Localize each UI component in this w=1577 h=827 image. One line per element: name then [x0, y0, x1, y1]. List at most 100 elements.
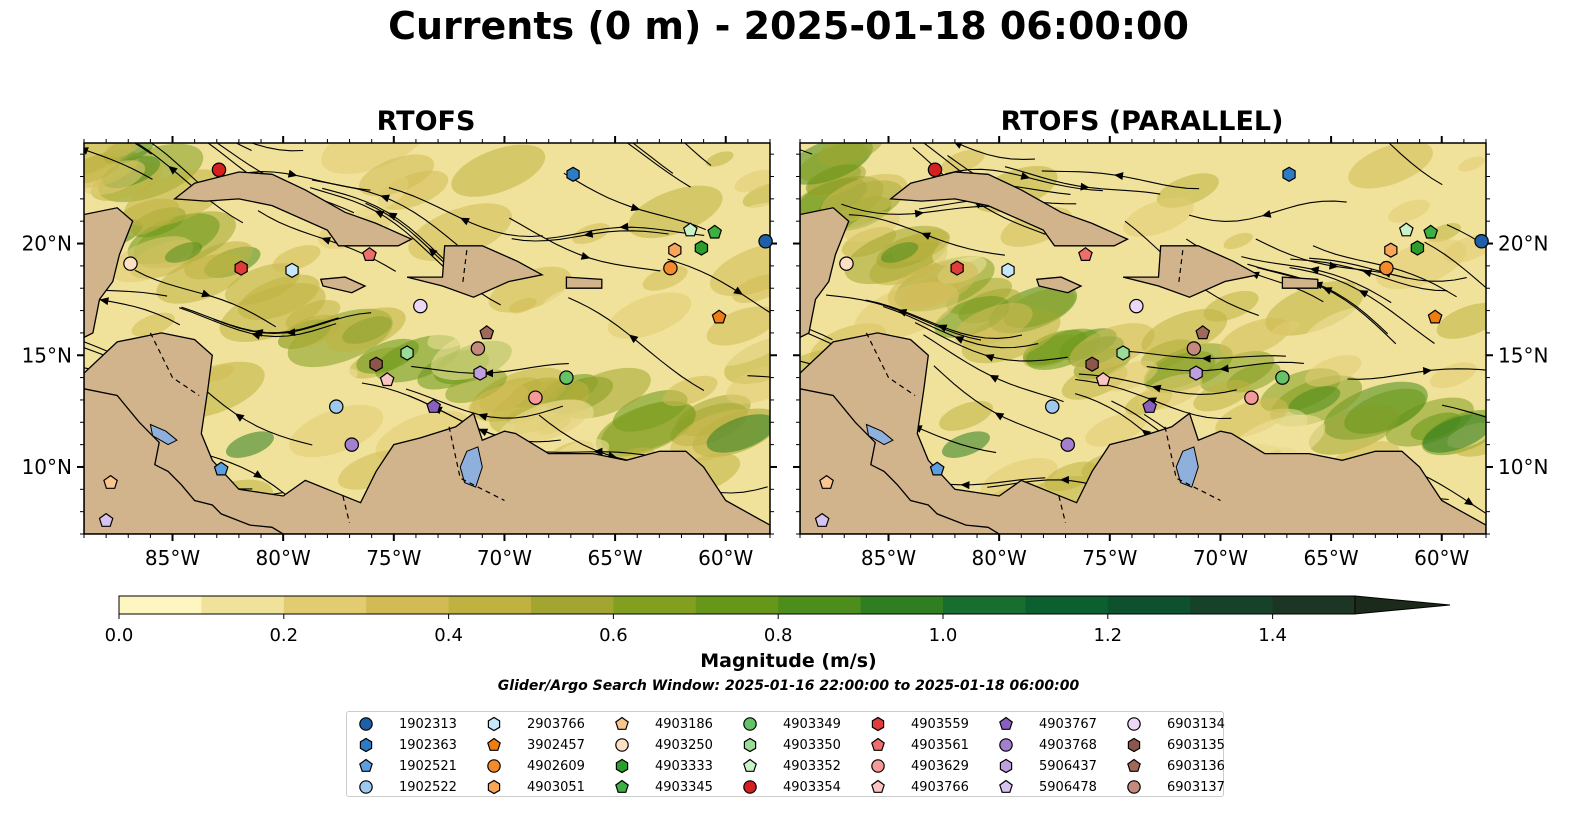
streamline-arrow [1368, 122, 1380, 134]
streamline-arrow [251, 332, 261, 340]
legend-item-4903354: 4903354 [741, 777, 841, 797]
colorbar-segment [613, 596, 697, 614]
streamline-arrow [960, 481, 970, 490]
streamline [1441, 404, 1486, 418]
streamline-arrow [1151, 384, 1162, 393]
platform-marker-4903354 [927, 162, 943, 178]
platform-marker-4903767 [426, 398, 442, 413]
streamline-arrow [428, 247, 438, 257]
streamline-arrow [79, 115, 90, 126]
magnitude-patch [363, 263, 442, 307]
streamline-arrow [84, 147, 89, 155]
streamline-arrow [69, 480, 79, 489]
magnitude-patch [321, 143, 427, 174]
legend-label: 4903345 [655, 779, 713, 795]
legend-item-6903137: 6903137 [1125, 777, 1225, 797]
platform-marker-4903768 [344, 437, 360, 452]
legend-marker-icon [743, 780, 757, 794]
streamline [922, 143, 974, 182]
legend-item-5906478: 5906478 [997, 777, 1097, 797]
streamline-arrow [234, 413, 245, 422]
legend-marker [743, 758, 757, 772]
legend-marker-icon [487, 759, 501, 773]
streamline-arrow [593, 447, 603, 456]
legend-marker [999, 779, 1013, 793]
magnitude-patch [709, 242, 770, 297]
streamline [84, 419, 96, 425]
legend-marker [359, 717, 373, 731]
legend-label: 4903350 [783, 737, 841, 753]
colorbar-segment [366, 596, 450, 614]
legend-marker-icon [999, 738, 1013, 752]
legend-marker [615, 716, 629, 730]
colorbar-segment [1272, 596, 1356, 614]
x-tick-label: 75°W [366, 546, 421, 570]
streamline-arrow [169, 107, 180, 117]
magnitude-patch [541, 287, 591, 315]
magnitude-patch [844, 211, 900, 243]
platform-marker-5906437 [1189, 365, 1203, 381]
legend-marker-icon [359, 758, 373, 772]
legend-marker-icon [999, 716, 1013, 730]
streamline-arrow [1114, 172, 1124, 181]
legend-marker-icon [487, 716, 501, 732]
map-frame [83, 142, 771, 535]
magnitude-patch [1458, 156, 1485, 172]
streamline-arrow [1201, 354, 1211, 363]
platform-marker-4903250 [839, 256, 854, 271]
magnitude-patch [1199, 351, 1275, 393]
legend-label: 1902521 [399, 758, 457, 774]
colorbar-tick-label: 1.2 [1093, 625, 1122, 646]
streamline [626, 143, 691, 188]
magnitude-patch [84, 153, 121, 184]
legend-marker-icon [359, 780, 373, 794]
legend-label: 4903250 [655, 737, 713, 753]
streamline-arrow [897, 122, 909, 133]
legend-label: 1902522 [399, 779, 457, 795]
puerto-rico-land [565, 276, 603, 289]
streamline-arrow [598, 116, 610, 127]
platform-marker-4903051 [668, 242, 682, 258]
legend-marker-icon [999, 758, 1013, 774]
map-panel-rtofs [69, 100, 770, 534]
magnitude-patch [706, 306, 770, 346]
platform-marker-6903134 [1129, 298, 1144, 314]
platform-marker-4903352 [682, 222, 698, 237]
y-tick-label: 10°N [22, 455, 72, 479]
magnitude-patch [530, 182, 593, 217]
panel-title-rtofs-parallel: RTOFS (PARALLEL) [1000, 106, 1284, 137]
colorbar-segment [119, 596, 202, 614]
platform-marker-6903135 [1085, 356, 1099, 372]
platform-marker-4902609 [1379, 260, 1394, 276]
magnitude-patch [468, 384, 529, 418]
streamline-arrow [637, 100, 649, 112]
colorbar-tick-label: 0.8 [764, 625, 793, 646]
streamline-arrow [921, 232, 931, 240]
magnitude-patch [225, 263, 300, 305]
map-frame [799, 142, 1487, 535]
platform-marker-4903561 [1078, 246, 1093, 261]
legend-marker [743, 780, 757, 794]
country-border [865, 332, 916, 396]
country-border [149, 332, 200, 396]
legend-item-2903766: 2903766 [485, 714, 585, 734]
streamline-arrow [1322, 287, 1333, 295]
colorbar-segment [943, 596, 1026, 614]
legend-marker-icon [1127, 717, 1141, 731]
legend-marker-icon [615, 738, 629, 752]
streamline-arrow [287, 169, 298, 178]
streamline-arrow [219, 126, 231, 137]
legend-item-4903186: 4903186 [613, 714, 713, 734]
magnitude-patch [1304, 355, 1362, 387]
legend-item-4903250: 4903250 [613, 735, 713, 755]
magnitude-patch [1193, 379, 1251, 412]
colorbar-tick-label: 1.0 [929, 625, 958, 646]
streamline-arrow [484, 369, 493, 378]
magnitude-patch [954, 302, 1033, 347]
legend-label: 5906437 [1039, 758, 1097, 774]
legend-item-4903561: 4903561 [869, 735, 969, 755]
platform-marker-6903135 [369, 356, 383, 372]
pacific-land [800, 388, 1001, 534]
colorbar-segment [283, 596, 367, 614]
platform-marker-4903250 [123, 256, 138, 271]
